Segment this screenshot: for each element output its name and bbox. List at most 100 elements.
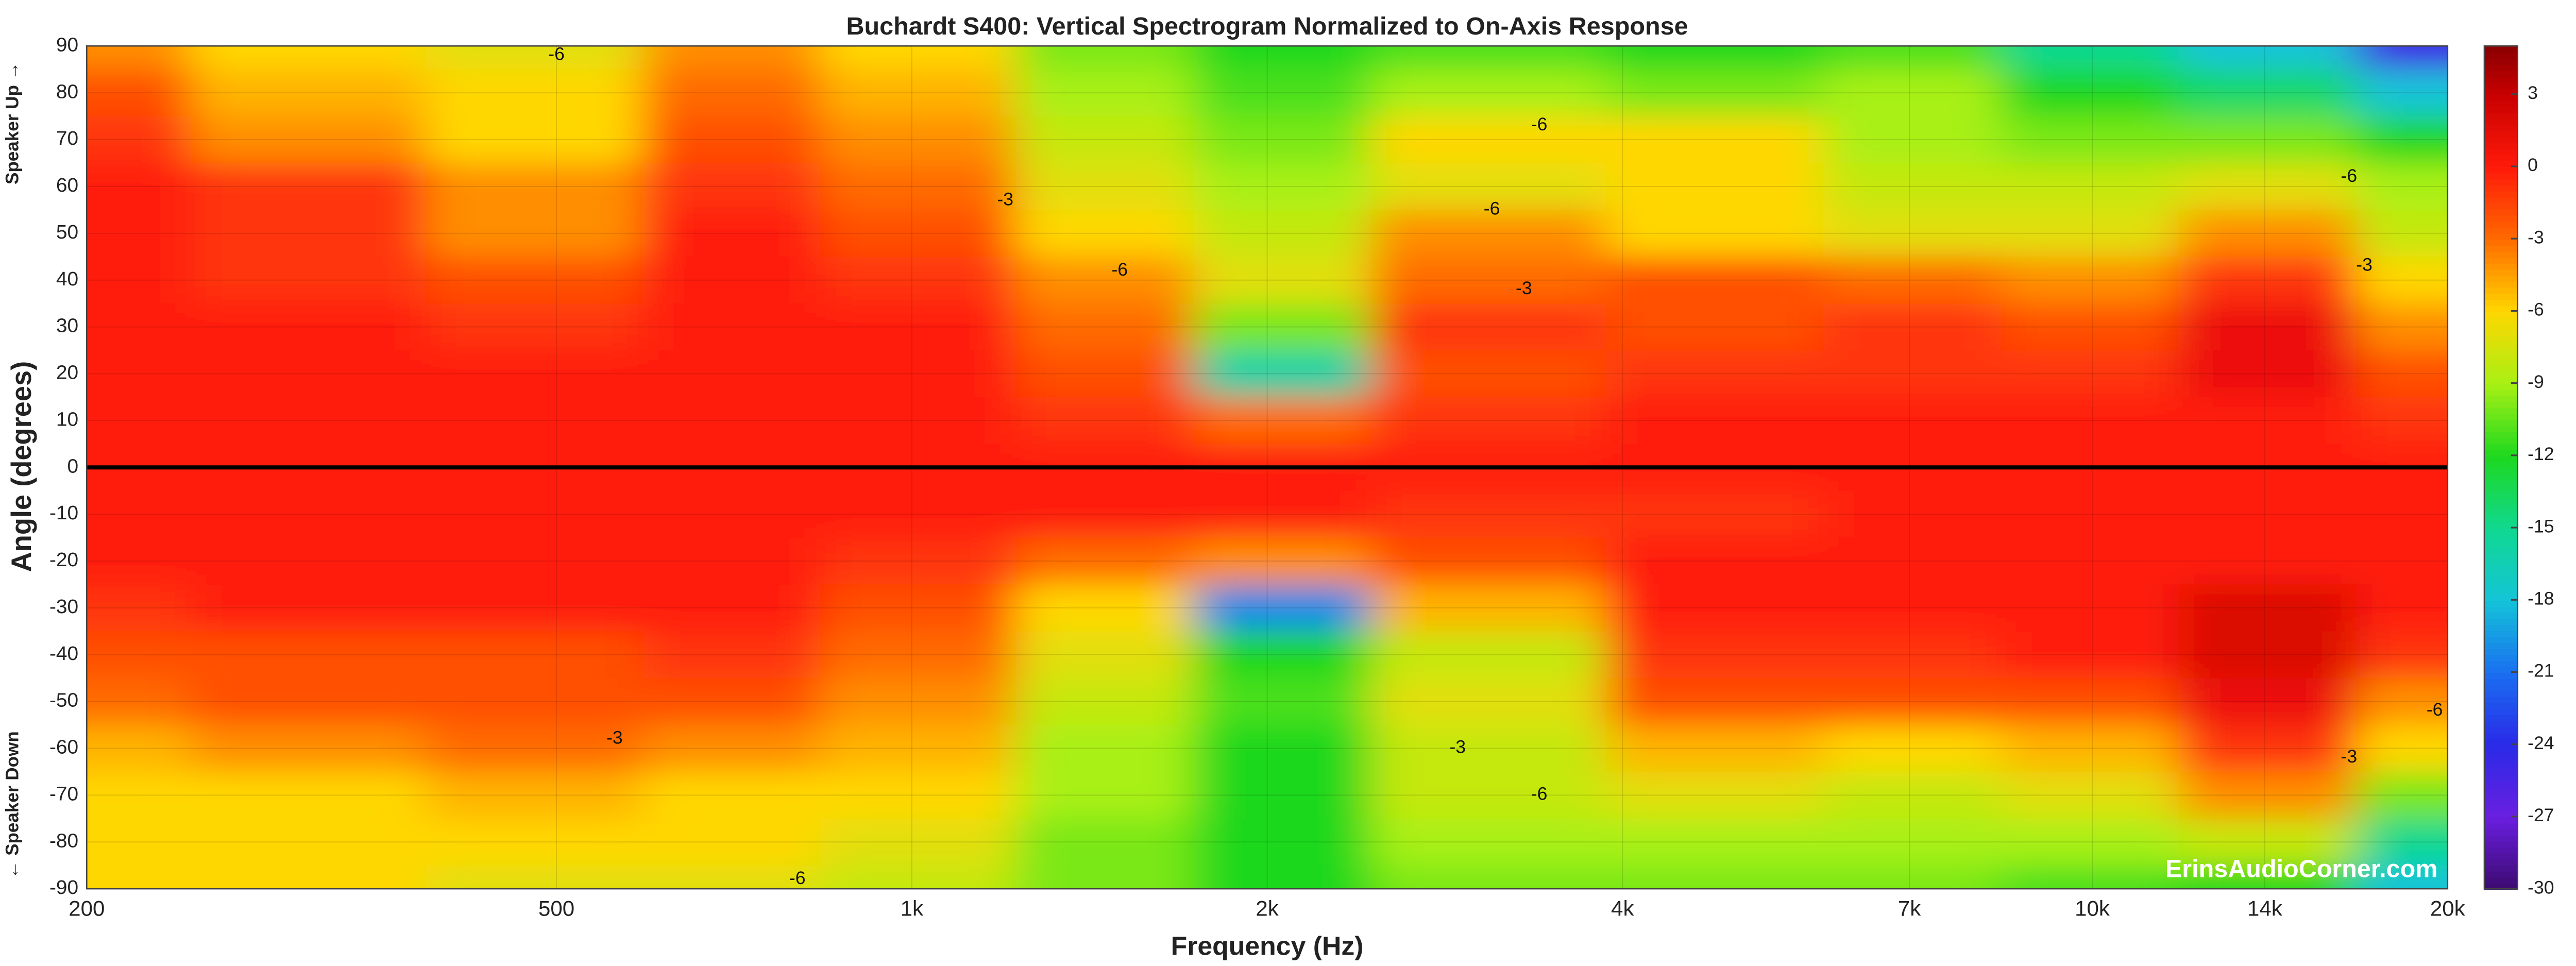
- x-tick-label: 200: [69, 896, 105, 921]
- colorbar-segment: [2484, 467, 2518, 474]
- colorbar-segment: [2484, 768, 2518, 775]
- contour-label: -3: [1516, 278, 1532, 298]
- heat-cell: [191, 866, 427, 956]
- x-tick-label: 10k: [2075, 896, 2110, 921]
- x-tick-label: 20k: [2430, 896, 2465, 921]
- colorbar-segment: [2484, 570, 2518, 577]
- colorbar-segment: [2484, 214, 2518, 222]
- heat-cell: [2001, 0, 2179, 70]
- colorbar-tick-label: 3: [2528, 83, 2538, 103]
- colorbar-segment: [2484, 498, 2518, 505]
- colorbar-segment: [2484, 76, 2518, 83]
- colorbar-segment: [2484, 492, 2518, 499]
- colorbar-segment: [2484, 269, 2518, 276]
- colorbar-segment: [2484, 702, 2518, 709]
- colorbar-tick-label: -12: [2528, 444, 2554, 464]
- colorbar-segment: [2484, 100, 2518, 107]
- colorbar-tick-label: -15: [2528, 517, 2554, 537]
- x-tick-label: 2k: [1256, 896, 1279, 921]
- colorbar-segment: [2484, 202, 2518, 210]
- colorbar-segment: [2484, 762, 2518, 770]
- colorbar-segment: [2484, 130, 2518, 138]
- colorbar-segment: [2484, 64, 2518, 71]
- colorbar-segment: [2484, 636, 2518, 643]
- colorbar-segment: [2484, 750, 2518, 757]
- colorbar-segment: [2484, 480, 2518, 487]
- colorbar-segment: [2484, 817, 2518, 824]
- contour-label: -3: [2356, 255, 2372, 275]
- colorbar-segment: [2484, 618, 2518, 625]
- y-tick-label: 90: [56, 34, 78, 56]
- colorbar-segment: [2484, 70, 2518, 77]
- colorbar-segment: [2484, 281, 2518, 288]
- contour-label: -6: [1531, 114, 1548, 134]
- colorbar-segment: [2484, 516, 2518, 523]
- colorbar-segment: [2484, 371, 2518, 378]
- colorbar-segment: [2484, 142, 2518, 149]
- heat-cell: [642, 0, 821, 70]
- colorbar-segment: [2484, 263, 2518, 270]
- colorbar-segment: [2484, 317, 2518, 324]
- colorbar-segment: [2484, 805, 2518, 812]
- y-tick-label: -60: [49, 736, 78, 758]
- colorbar-segment: [2484, 431, 2518, 438]
- colorbar-segment: [2484, 148, 2518, 156]
- colorbar-segment: [2484, 828, 2518, 836]
- colorbar-segment: [2484, 395, 2518, 402]
- colorbar-segment: [2484, 841, 2518, 848]
- y-tick-label: -90: [49, 876, 78, 899]
- colorbar-segment: [2484, 865, 2518, 872]
- colorbar-segment: [2484, 347, 2518, 354]
- colorbar-segment: [2484, 383, 2518, 391]
- colorbar-segment: [2484, 124, 2518, 131]
- colorbar-segment: [2484, 846, 2518, 854]
- colorbar-tick-label: -27: [2528, 805, 2554, 825]
- colorbar-segment: [2484, 425, 2518, 432]
- colorbar-segment: [2484, 660, 2518, 667]
- y-tick-label: -30: [49, 596, 78, 618]
- colorbar-tick-label: 0: [2528, 155, 2538, 175]
- colorbar-segment: [2484, 184, 2518, 192]
- contour-label: -3: [2341, 747, 2358, 767]
- contour-label: -6: [1484, 199, 1500, 219]
- colorbar-segment: [2484, 82, 2518, 89]
- colorbar-tick-label: -24: [2528, 733, 2554, 753]
- y-tick-label: 50: [56, 221, 78, 243]
- heat-cell: [1016, 866, 1194, 956]
- colorbar-segment: [2484, 178, 2518, 185]
- y-axis-label-bottom: ← Speaker Down: [2, 731, 22, 878]
- colorbar-segment: [2484, 335, 2518, 342]
- colorbar-segment: [2484, 744, 2518, 752]
- colorbar-segment: [2484, 359, 2518, 366]
- x-tick-label: 14k: [2247, 896, 2282, 921]
- colorbar-segment: [2484, 413, 2518, 420]
- y-tick-label: 70: [56, 127, 78, 149]
- colorbar-segment: [2484, 835, 2518, 842]
- chart-title: Buchardt S400: Vertical Spectrogram Norm…: [846, 12, 1688, 40]
- contour-label: -6: [1111, 260, 1128, 280]
- x-tick-label: 500: [538, 896, 574, 921]
- colorbar-segment: [2484, 166, 2518, 174]
- colorbar-segment: [2484, 329, 2518, 336]
- colorbar-segment: [2484, 293, 2518, 300]
- y-tick-label: -70: [49, 783, 78, 805]
- y-tick-label: -50: [49, 689, 78, 711]
- colorbar-segment: [2484, 732, 2518, 739]
- colorbar-segment: [2484, 696, 2518, 703]
- colorbar-segment: [2484, 407, 2518, 414]
- colorbar-segment: [2484, 196, 2518, 204]
- y-tick-label: 10: [56, 409, 78, 431]
- contour-label: -6: [789, 868, 806, 888]
- colorbar-segment: [2484, 781, 2518, 788]
- colorbar-segment: [2484, 221, 2518, 228]
- colorbar-segment: [2484, 859, 2518, 866]
- x-tick-label: 1k: [901, 896, 924, 921]
- contour-label: -3: [997, 190, 1013, 210]
- contour-label: -6: [548, 44, 565, 64]
- colorbar-segment: [2484, 678, 2518, 685]
- colorbar-segment: [2484, 353, 2518, 360]
- colorbar-segment: [2484, 877, 2518, 884]
- heat-cell: [1606, 866, 1824, 956]
- colorbar-segment: [2484, 726, 2518, 734]
